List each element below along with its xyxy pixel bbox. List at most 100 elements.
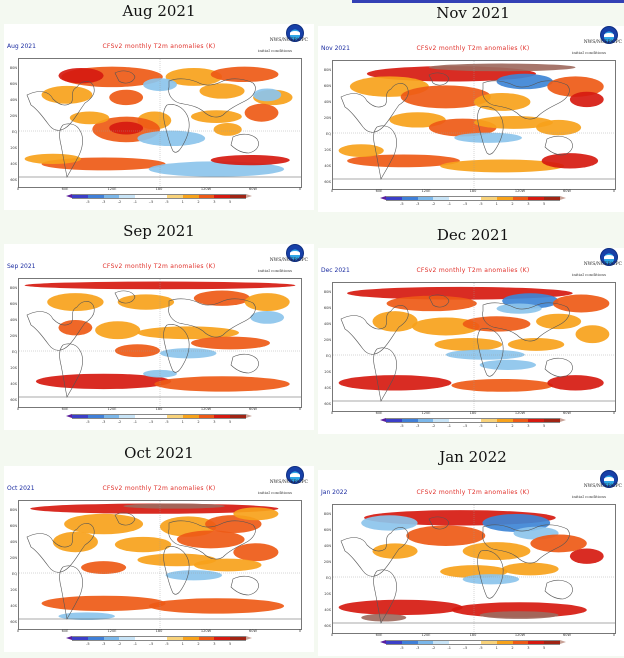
latitude-tick-label: 80N [323,511,331,516]
coastline [26,301,95,351]
colorbar-segment [182,194,199,199]
latitude-tick-label: 40S [324,607,331,612]
latitude-tick-label: 60S [10,178,17,183]
colorbar-tick-label: -1 [133,642,138,646]
latitude-tick-label: 60S [324,402,331,407]
anomaly-region-warm-light [462,542,531,561]
coastline [373,569,397,624]
latitude-ticks: 80N 60N 40N 20N EQ 20S 40S 60S [5,280,17,408]
colorbar-segment [72,636,88,641]
coastline [340,83,409,133]
longitude-tick-label: 60E [61,629,69,633]
map-header: Sep 2021 CFSv2 monthly T2m anomalies (K) [4,262,314,272]
latitude-tick-label: 60S [324,180,331,185]
map-title: CFSv2 monthly T2m anomalies (K) [102,263,216,270]
anomaly-map-graphic [19,501,301,629]
anomaly-region-warm-light [193,558,262,572]
colorbar-segment [135,636,152,641]
colorbar-segment [417,418,434,423]
colorbar-segment [465,196,481,201]
latitude-tick-label: 20N [9,334,17,339]
latitude-tick-label: 20N [9,114,17,119]
init-conditions-label: initial conditions [258,268,292,273]
colorbar-tick-label: .5 [479,202,483,206]
latitude-tick-label: EQ [12,349,17,354]
anomaly-region-warm-mid [191,336,270,350]
coastline [477,328,504,377]
map-sheet: Jan 2022 CFSv2 monthly T2m anomalies (K) N… [318,470,624,656]
colorbar-tick-label: 5 [229,642,232,646]
colorbar-segment [512,418,529,423]
colorbar-tick-label: -3 [415,202,420,206]
org-label: NWS/NCEP/CPC [583,262,622,267]
map-title: CFSv2 monthly T2m anomalies (K) [416,489,530,496]
coastline [482,302,570,342]
latitude-tick-label: 40S [10,381,17,386]
map-sheet: Nov 2021 CFSv2 monthly T2m anomalies (K) N… [318,26,624,212]
longitude-tick-label: 60W [249,407,257,411]
latitude-tick-label: 20N [9,556,17,561]
colorbar-tick-label: .5 [165,420,169,424]
colorbar-segment [166,636,183,641]
latitude-tick-label: 20N [323,116,331,121]
longitude-tick-label: 120E [107,629,117,633]
colorbar-segment [87,194,104,199]
colorbar-tick-label: 2 [511,202,514,206]
map-sheet: Oct 2021 CFSv2 monthly T2m anomalies (K) N… [4,466,314,652]
colorbar-right-arrow [559,196,566,200]
coastline [59,565,83,620]
longitude-tick-label: 120E [421,189,431,193]
latitude-tick-label: 20S [324,370,331,375]
coastline [230,133,259,154]
init-conditions-label: initial conditions [572,50,606,55]
colorbar-labels: -5 -3 -2 -1 -.5 .5 1 2 3 5 [380,202,566,207]
anomaly-map [332,60,616,190]
longitude-tick-label: 120E [107,407,117,411]
colorbar-segment [480,418,497,423]
anomaly-region-warm-mid [462,316,531,332]
colorbar-labels: -5 -3 -2 -1 -.5 .5 1 2 3 5 [380,646,566,651]
anomaly-region-warm-mid [176,530,245,549]
colorbar-tick-label: 5 [543,424,546,428]
latitude-tick-label: 20S [10,588,17,593]
org-label: NWS/NCEP/CPC [269,480,308,485]
colorbar-tick-label: 1 [181,200,184,204]
longitude-ticks: 0 60E 120E 180 120W 60W 0 [17,629,302,635]
colorbar-tick-label: 3 [213,200,216,204]
colorbar-segment [230,636,246,641]
colorbar-tick-label: 5 [543,646,546,650]
anomaly-region-warm-light [24,153,82,164]
anomaly-region-cool-light [137,130,206,147]
colorbar-left-arrow [380,640,386,644]
latitude-tick-label: 80N [323,289,331,294]
colorbar-segment [214,636,231,641]
coastline [163,546,190,595]
colorbar-segment [528,196,545,201]
colorbar-segment [182,414,199,419]
colorbar-tick-label: .5 [479,646,483,650]
anomaly-region-warm-mid [547,76,604,97]
anomaly-region-warm-light [502,562,559,576]
latitude-ticks: 80N 60N 40N 20N EQ 20S 40S 60S [5,60,17,188]
longitude-tick-label: 60W [563,189,571,193]
longitude-tick-label: 0 [298,629,302,633]
colorbar-segment [544,640,560,645]
colorbar-segment [496,640,513,645]
anomaly-region-cool-light [479,359,537,371]
longitude-ticks: 0 60E 120E 180 120W 60W 0 [17,187,301,193]
latitude-tick-label: 80N [9,507,17,512]
colorbar-tick-label: -3 [415,424,420,428]
anomaly-region-warm-mid [233,543,279,562]
anomaly-map-graphic [19,279,301,407]
map-sheet: Dec 2021 CFSv2 monthly T2m anomalies (K) N… [318,248,624,434]
latitude-tick-label: 60N [9,82,17,87]
longitude-tick-label: 60E [375,411,383,415]
coastline [230,353,259,374]
longitude-tick-label: 120E [421,411,431,415]
anomaly-map [332,282,616,412]
coastline [168,78,256,118]
colorbar-segment [512,640,529,645]
colorbar-segment [512,196,529,201]
colorbar-tick-label: 1 [181,420,184,424]
anomaly-region-warm-light [114,536,172,553]
